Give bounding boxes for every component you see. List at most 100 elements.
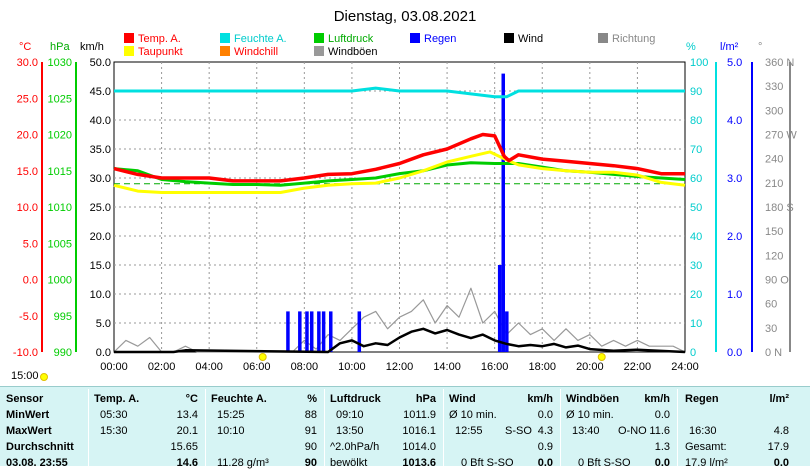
- gust-max-value: 11.6: [649, 425, 670, 437]
- temp-tick-label: -10.0: [13, 347, 38, 359]
- humidity-tick-label: 20: [690, 289, 702, 301]
- pressure-current-extra: bewölkt: [330, 457, 368, 469]
- x-tick-label: 10:00: [338, 361, 366, 373]
- rain-bar: [317, 311, 321, 352]
- temp-tick-label: 15.0: [17, 166, 38, 178]
- x-tick-label: 02:00: [148, 361, 176, 373]
- col-pressure: Luftdruck hPa 09:10 1011.9 13:50 1016.1 …: [328, 387, 440, 469]
- direction-tick-label: 30: [765, 323, 777, 335]
- row-header-sensor: Sensor: [6, 393, 44, 405]
- rain-header: Regen: [685, 393, 719, 405]
- legend-item-wind: Wind: [504, 33, 543, 45]
- sun-icon: [597, 353, 606, 361]
- pressure-max-value: 1016.1: [402, 425, 436, 437]
- gust-min-label: Ø 10 min.: [566, 409, 614, 421]
- wind-tick-label: 50.0: [90, 57, 111, 69]
- time-label: 15:00: [11, 370, 39, 382]
- humidity-tick-label: 50: [690, 202, 702, 214]
- pressure-avg-value: 1014.0: [402, 441, 436, 453]
- humidity-tick-label: 70: [690, 144, 702, 156]
- series-line-temp-a: [113, 132, 685, 183]
- legend-label-wind: Wind: [518, 33, 543, 45]
- pressure-tick-label: 995: [54, 311, 72, 323]
- direction-tick-label: 210: [765, 178, 783, 190]
- row-label-max: MaxWert: [6, 425, 52, 437]
- wind-unit: km/h: [527, 393, 553, 405]
- humidity-tick-label: 60: [690, 173, 702, 185]
- statistics-table: Sensor MinWert MaxWert Durchschnitt 03.0…: [0, 386, 810, 469]
- wind-tick-label: 40.0: [90, 115, 111, 127]
- humidity-max-time: 10:10: [217, 425, 245, 437]
- gust-max-time: 13:40: [572, 425, 600, 437]
- pressure-tick-label: 1025: [48, 93, 72, 105]
- legend-item-direction: Richtung: [598, 33, 655, 45]
- legend-item-rain: Regen: [410, 33, 456, 45]
- rain-tick-label: 2.0: [727, 231, 742, 243]
- direction-tick-label: 330: [765, 81, 783, 93]
- gust-header: Windböen: [566, 393, 620, 405]
- row-label-min: MinWert: [6, 409, 50, 421]
- wind-current-extra: 0 Bft S-SO: [461, 457, 514, 469]
- legend-label-windchill: Windchill: [234, 46, 278, 58]
- col-gust: Windböen km/h Ø 10 min. 0.0 13:40 O-NO 1…: [564, 387, 674, 469]
- pressure-tick-label: 990: [54, 347, 72, 359]
- x-tick-label: 18:00: [528, 361, 556, 373]
- gust-max-direction: O-NO: [618, 425, 647, 437]
- direction-tick-label: 270 W: [765, 130, 797, 142]
- temp-tick-label: 20.0: [17, 130, 38, 142]
- humidity-tick-label: 10: [690, 318, 702, 330]
- series-line-feuchte-a: [114, 86, 685, 99]
- axes-ticks: 00:00 02:00 04:00 06:00 08:00 10:00 12:00 14:00…: [13, 57, 797, 373]
- rain-tick-label: 3.0: [727, 173, 742, 185]
- humidity-current-value: 90: [304, 457, 317, 469]
- temp-tick-label: 25.0: [17, 93, 38, 105]
- pressure-min-value: 1011.9: [403, 409, 436, 421]
- x-tick-label: 20:00: [576, 361, 604, 373]
- pressure-trend: ^2.0hPa/h: [330, 441, 380, 453]
- legend-item-pressure: Luftdruck: [314, 33, 374, 45]
- legend-item-windchill: Windchill: [220, 46, 278, 58]
- x-tick-label: 06:00: [243, 361, 271, 373]
- wind-axis-unit: km/h: [80, 41, 104, 53]
- direction-tick-label: 120: [765, 250, 783, 262]
- rain-bar: [298, 311, 302, 352]
- gust-current-value: 0.0: [654, 457, 670, 469]
- pressure-unit: hPa: [415, 393, 436, 405]
- legend-item-gust: Windböen: [314, 46, 378, 58]
- wind-tick-label: 25.0: [90, 202, 111, 214]
- rain-tick-label: 0.0: [727, 347, 742, 359]
- humidity-min-time: 15:25: [217, 409, 245, 421]
- rain-total-value: 17.9: [767, 441, 789, 453]
- wind-tick-label: 15.0: [90, 260, 111, 272]
- rain-bar: [497, 265, 502, 352]
- rain-bar: [321, 311, 326, 352]
- legend-label-humidity: Feuchte A.: [234, 33, 287, 45]
- wind-header: Wind: [449, 393, 476, 405]
- direction-tick-label: 0 N: [765, 347, 782, 359]
- series-line-wind: [114, 327, 686, 354]
- direction-tick-label: 90 O: [765, 275, 789, 287]
- pressure-tick-label: 1000: [48, 275, 72, 287]
- humidity-axis-unit: %: [686, 41, 696, 53]
- pressure-header: Luftdruck: [330, 393, 381, 405]
- temp-tick-label: -5.0: [19, 311, 38, 323]
- legend-label-temp: Temp. A.: [138, 33, 181, 45]
- pressure-min-time: 09:10: [336, 409, 364, 421]
- direction-tick-label: 150: [765, 226, 783, 238]
- wind-min-label: Ø 10 min.: [449, 409, 497, 421]
- rain-bar: [305, 311, 309, 352]
- series-layer: [113, 73, 686, 354]
- temp-tick-label: 30.0: [17, 57, 38, 69]
- humidity-header: Feuchte A.: [211, 393, 267, 405]
- pressure-axis-unit: hPa: [50, 41, 70, 53]
- humidity-tick-label: 0: [690, 347, 696, 359]
- legend-item-dewpoint: Taupunkt: [124, 46, 183, 58]
- wind-min-value: 0.0: [537, 409, 553, 421]
- col-humidity: Feuchte A. % 15:25 88 10:10 91 90 11.28 …: [209, 387, 321, 469]
- x-tick-label: 14:00: [433, 361, 461, 373]
- legend-label-dewpoint: Taupunkt: [138, 46, 183, 58]
- gust-current-extra: 0 Bft S-SO: [578, 457, 631, 469]
- rain-total-label: Gesamt:: [685, 441, 727, 453]
- legend-label-pressure: Luftdruck: [328, 33, 374, 45]
- legend-item-humidity: Feuchte A.: [220, 33, 287, 45]
